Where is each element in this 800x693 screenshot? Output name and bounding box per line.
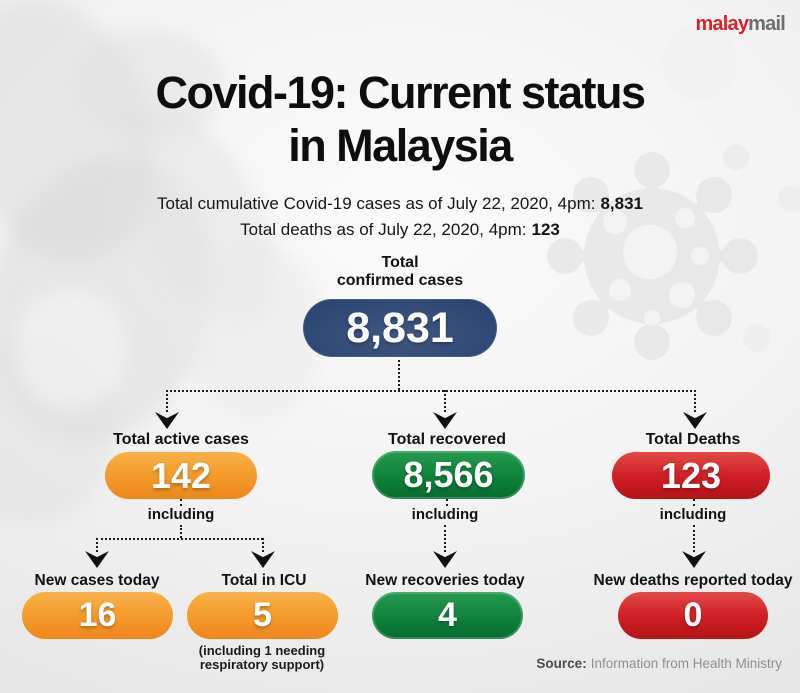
connector-line (180, 525, 182, 538)
connector-line (166, 390, 168, 412)
icu-note-line1: (including 1 needing (198, 643, 326, 658)
virus-illustration-icon (547, 24, 800, 360)
active-cases-pill: 142 (105, 452, 257, 499)
subtitle-line1-value: 8,831 (600, 194, 643, 213)
subtitle-line1-text: Total cumulative Covid-19 cases as of Ju… (157, 194, 596, 213)
arrow-down-icon (433, 551, 457, 568)
subtitle-line1: Total cumulative Covid-19 cases as of Ju… (0, 194, 800, 214)
connector-line (96, 538, 98, 552)
arrow-down-icon (155, 412, 179, 429)
arrow-down-icon (683, 412, 707, 429)
healthcare-worker-photo (0, 0, 325, 525)
source-line: Source: Information from Health Ministry (536, 656, 782, 671)
icu-note-line2: respiratory support) (199, 657, 325, 672)
new-recoveries-pill: 4 (372, 592, 523, 639)
connector-line (444, 525, 446, 552)
connector-line (180, 499, 182, 506)
subtitle-line2-value: 123 (531, 220, 560, 239)
root-label-line1: Total (381, 254, 419, 271)
connector-line (96, 538, 263, 540)
logo-mail: mail (748, 13, 786, 35)
root-label: Total confirmed cases (280, 254, 520, 290)
total-confirmed-pill: 8,831 (303, 299, 497, 357)
subtitle-line2-text: Total deaths as of July 22, 2020, 4pm: (240, 220, 527, 239)
icu-label: Total in ICU (221, 572, 307, 589)
active-cases-label: Total active cases (113, 431, 249, 448)
logo-malay: malay (695, 13, 749, 35)
arrow-down-icon (251, 551, 275, 568)
source-text: Information from Health Ministry (590, 656, 782, 671)
recovered-label: Total recovered (388, 431, 506, 448)
root-label-line2: confirmed cases (336, 272, 464, 289)
title-line1: Covid-19: Current status (155, 67, 646, 118)
connector-line (446, 499, 448, 506)
arrow-down-icon (433, 412, 457, 429)
connector-line (694, 390, 696, 412)
icu-pill: 5 (187, 592, 338, 639)
active-including-label: including (147, 506, 215, 523)
source-label: Source: (536, 656, 587, 671)
malaymail-logo: malaymail (695, 13, 785, 36)
new-deaths-pill: 0 (618, 592, 768, 639)
new-deaths-label: New deaths reported today (593, 572, 793, 589)
connector-line (693, 525, 695, 552)
new-recoveries-label: New recoveries today (365, 572, 525, 589)
page-title: Covid-19: Current status in Malaysia (0, 66, 800, 172)
arrow-down-icon (682, 551, 706, 568)
deaths-including-label: including (659, 506, 727, 523)
recovered-pill: 8,566 (372, 451, 525, 499)
new-cases-pill: 16 (22, 592, 173, 639)
connector-line (444, 390, 446, 412)
new-cases-label: New cases today (34, 572, 160, 589)
arrow-down-icon (85, 551, 109, 568)
connector-line (262, 538, 264, 552)
deaths-pill: 123 (612, 452, 770, 499)
connector-line (398, 360, 400, 390)
deaths-label: Total Deaths (645, 431, 741, 448)
connector-line (693, 499, 695, 506)
recovered-including-label: including (411, 506, 479, 523)
connector-line (166, 390, 696, 392)
title-line2: in Malaysia (288, 120, 513, 171)
subtitle-line2: Total deaths as of July 22, 2020, 4pm: 12… (0, 220, 800, 240)
icu-note: (including 1 needing respiratory support… (152, 644, 372, 672)
